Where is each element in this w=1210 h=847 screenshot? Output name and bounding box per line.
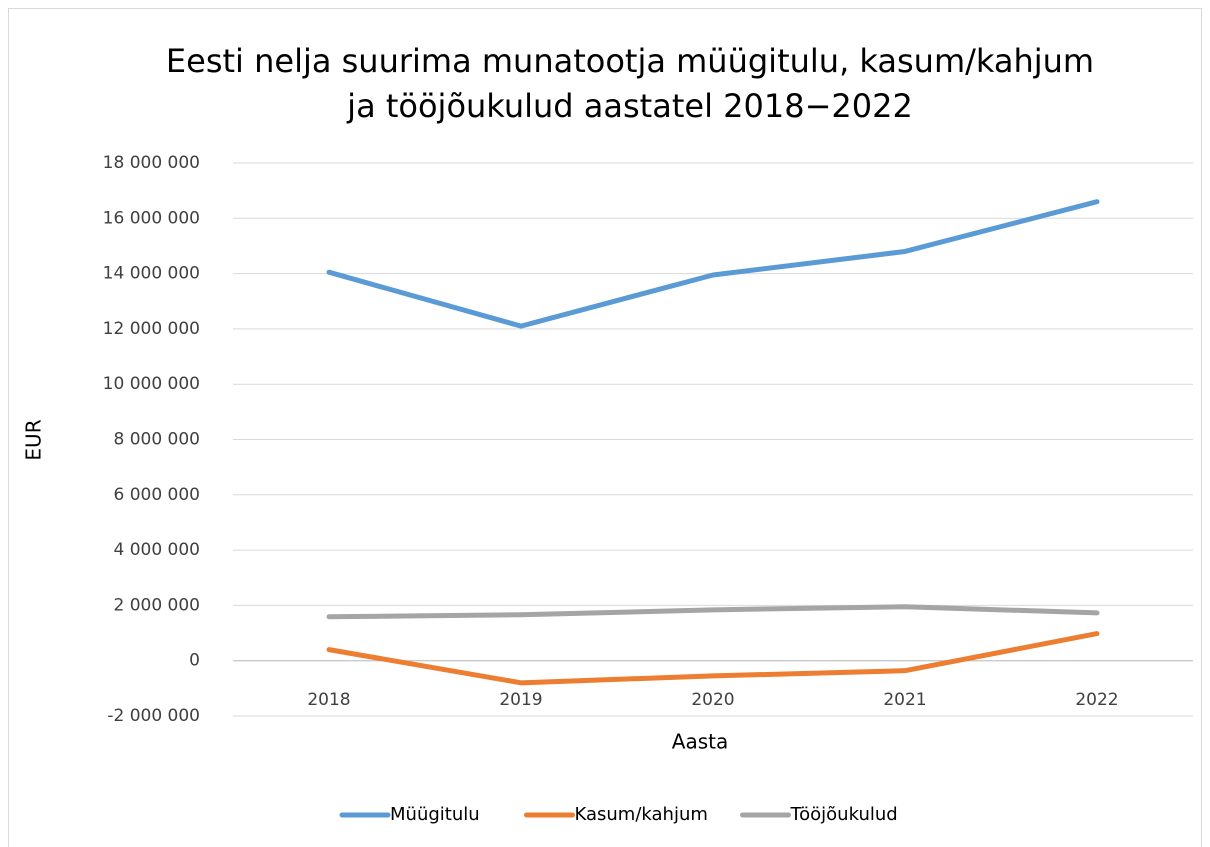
- y-axis-title: EUR: [22, 419, 46, 460]
- x-axis-title: Aasta: [672, 730, 728, 754]
- y-tick-label: 6 000 000: [113, 485, 200, 505]
- x-tick-label: 2020: [691, 690, 734, 710]
- x-tick-label: 2019: [499, 690, 542, 710]
- legend-label: Tööjõukulud: [790, 804, 898, 825]
- y-tick-label: 18 000 000: [103, 153, 200, 173]
- series-line: [326, 199, 1100, 329]
- chart-title: Eesti nelja suurima munatootja müügitulu…: [166, 42, 1094, 80]
- y-tick-label: 10 000 000: [103, 374, 200, 394]
- y-tick-label: 0: [189, 651, 200, 671]
- legend-label: Müügitulu: [390, 804, 480, 825]
- x-tick-label: 2018: [307, 690, 350, 710]
- y-tick-label: 4 000 000: [113, 540, 200, 560]
- x-tick-label: 2021: [883, 690, 926, 710]
- series-line: [326, 631, 1100, 686]
- legend-label: Kasum/kahjum: [575, 804, 708, 825]
- y-tick-label: 14 000 000: [103, 264, 200, 284]
- chart-frame: [8, 8, 1202, 847]
- y-tick-label: 2 000 000: [113, 595, 200, 615]
- chart-title: ja tööjõukulud aastatel 2018−2022: [346, 87, 913, 125]
- y-tick-label: 16 000 000: [103, 208, 200, 228]
- x-tick-label: 2022: [1075, 690, 1118, 710]
- series-line: [326, 604, 1100, 620]
- y-tick-label: -2 000 000: [107, 706, 200, 726]
- y-tick-label: 8 000 000: [113, 430, 200, 450]
- y-tick-label: 12 000 000: [103, 319, 200, 339]
